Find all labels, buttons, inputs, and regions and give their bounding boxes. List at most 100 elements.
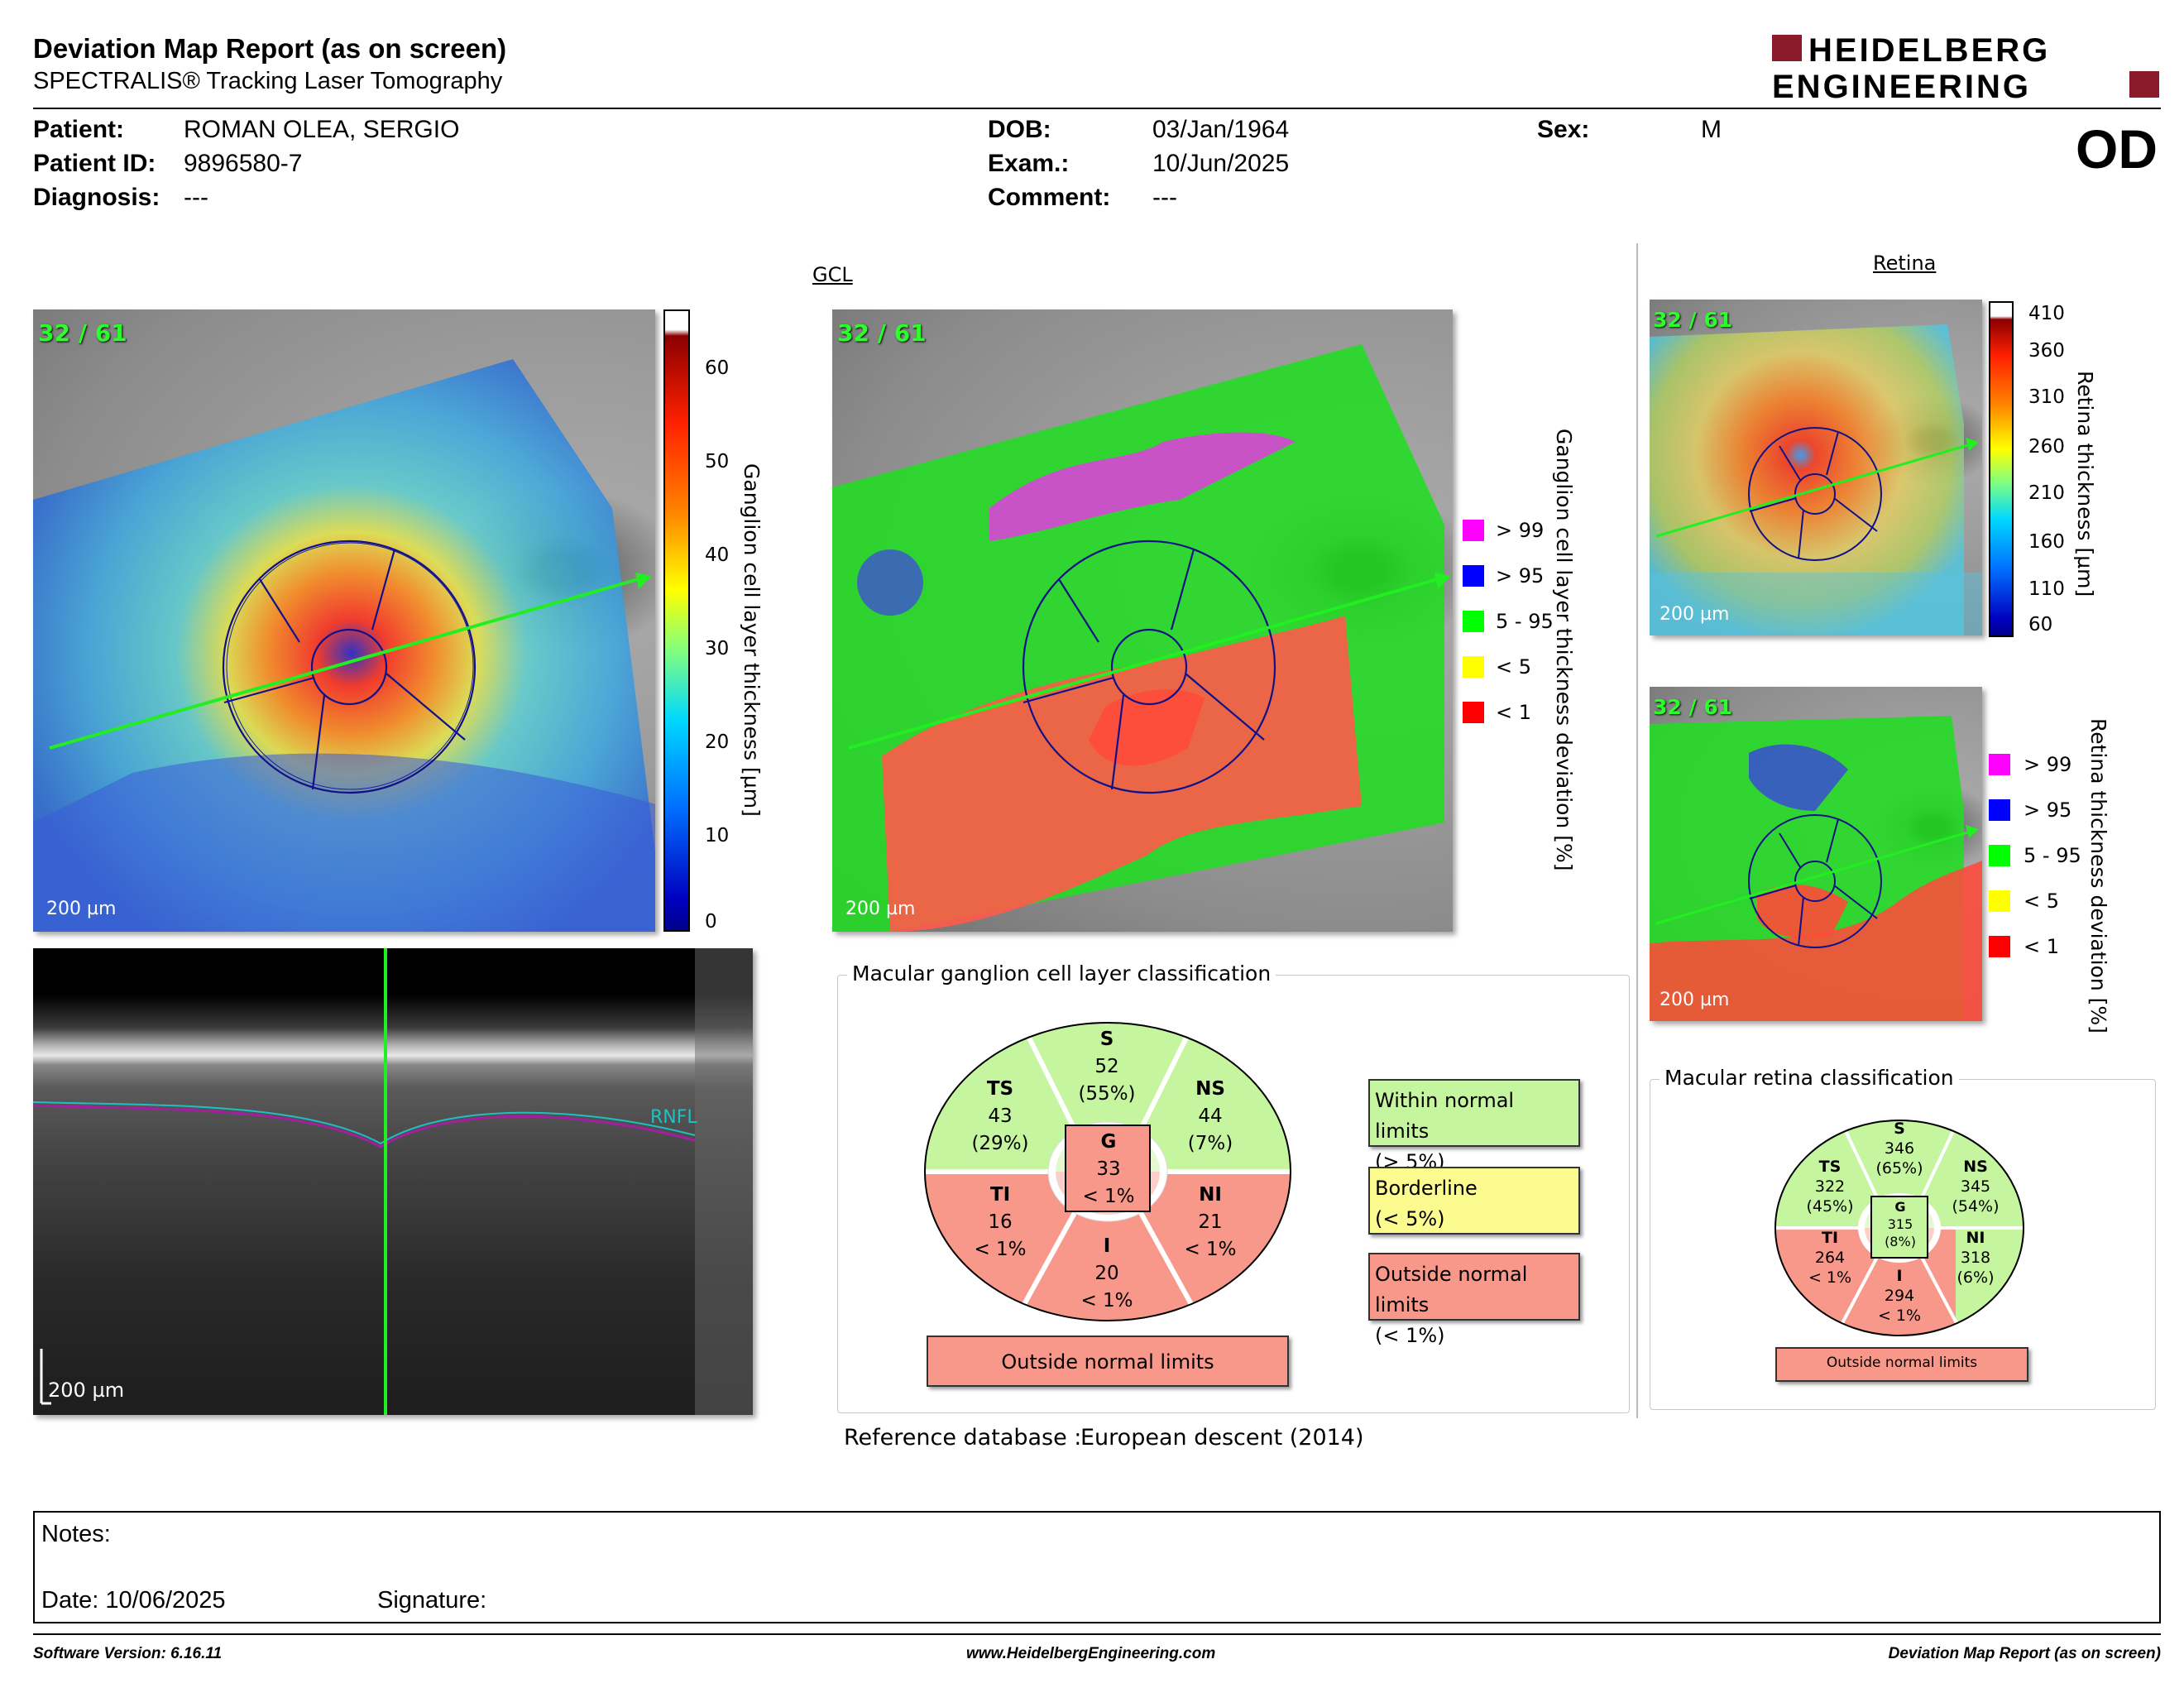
gcl-classification-title: Macular ganglion cell layer classificati… <box>847 961 1276 985</box>
retina-tick: 360 <box>2028 340 2065 362</box>
retina-deviation-label: Retina thickness deviation [%] <box>2086 718 2110 1033</box>
retina-legend-swatch <box>1989 754 2010 775</box>
svg-text:HEIDELBERG: HEIDELBERG <box>1808 32 2050 69</box>
notes-label: Notes: <box>41 1521 111 1547</box>
gcl-sector-ns: NS 44 (7%) <box>1187 1078 1233 1154</box>
retina-tick: 260 <box>2028 436 2065 458</box>
oct-bscan: RNFL 200 µm <box>33 948 753 1415</box>
retina-legend-label: 5 - 95 <box>2024 844 2081 867</box>
gcl-legend-swatch <box>1463 702 1484 723</box>
gcl-sector-ts: TS 43 (29%) <box>971 1078 1029 1154</box>
retina-sector-chart <box>1774 1120 2024 1336</box>
gcl-deviation-map: 32 / 61 200 µm <box>832 309 1453 932</box>
gcl-sector-s: S 52 (55%) <box>1078 1029 1136 1105</box>
gcl-legend-swatch <box>1463 656 1484 678</box>
gcl-frame-counter: 32 / 61 <box>38 319 127 347</box>
gcl-legend-swatch <box>1463 565 1484 587</box>
gcl-legend-label: < 1 <box>1496 701 1532 724</box>
exam-date: 10/Jun/2025 <box>1152 150 1290 177</box>
gcl-sector-g: G 33 < 1% <box>1082 1131 1135 1207</box>
gcl-legend-label: 5 - 95 <box>1496 610 1554 633</box>
reference-label: Reference database : <box>844 1425 1082 1451</box>
retina-thickness-map: 32 / 61 200 µm <box>1650 300 1982 635</box>
gcl-tick: 30 <box>705 638 730 659</box>
report-title: Deviation Map Report (as on screen) <box>33 33 507 64</box>
svg-text:ENGINEERING: ENGINEERING <box>1772 69 2031 103</box>
retina-tick: 160 <box>2028 531 2065 553</box>
gcl-legend-swatch <box>1463 611 1484 632</box>
retina-tick: 410 <box>2028 303 2065 324</box>
key-borderline: Borderline (< 5%) <box>1368 1167 1580 1235</box>
retina-thickness-colorbar <box>1989 301 2014 637</box>
software-version: Software Version: 6.16.11 <box>33 1645 223 1662</box>
sex: M <box>1701 116 1722 143</box>
retina-thickness-label: Retina thickness [µm] <box>2073 371 2097 597</box>
key-within-normal: Within normal limits (> 5%) <box>1368 1079 1580 1173</box>
retina-frame-counter: 32 / 61 <box>1653 308 1733 332</box>
retina-legend-swatch <box>1989 845 2010 866</box>
notes-signature: Signature: <box>377 1587 487 1614</box>
retina-legend-swatch <box>1989 799 2010 821</box>
gcl-dev-frame-counter: 32 / 61 <box>837 319 927 347</box>
eye-od: OD <box>2076 118 2158 180</box>
rnfl-label: RNFL <box>650 1107 697 1128</box>
retina-scale-bar: 200 µm <box>1660 604 1730 625</box>
gcl-legend-label: < 5 <box>1496 655 1532 679</box>
exam-label: Exam.: <box>988 150 1070 177</box>
gcl-sector-ni: NI 21 < 1% <box>1184 1184 1237 1260</box>
retina-legend-label: < 1 <box>2024 935 2060 958</box>
retina-tick: 60 <box>2028 614 2053 635</box>
gcl-tick: 20 <box>705 731 730 753</box>
retina-legend-label: < 5 <box>2024 890 2060 913</box>
retina-sector-ts: TS 322 (45%) <box>1806 1158 1854 1216</box>
patient-name: ROMAN OLEA, SERGIO <box>184 116 460 143</box>
gcl-deviation-label: Ganglion cell layer thickness deviation … <box>1552 429 1576 871</box>
gcl-sector-ti: TI 16 < 1% <box>974 1184 1027 1260</box>
footer-report-name: Deviation Map Report (as on screen) <box>1888 1645 2161 1662</box>
diagnosis: --- <box>184 184 208 211</box>
oct-scale-bar: 200 µm <box>48 1379 125 1402</box>
dob-label: DOB: <box>988 116 1051 143</box>
retina-legend-label: > 95 <box>2024 798 2072 822</box>
gcl-sector-i: I 20 < 1% <box>1080 1235 1133 1312</box>
gcl-thickness-map: 32 / 61 200 µm <box>33 309 655 932</box>
retina-sector-i: I 294 < 1% <box>1877 1267 1922 1325</box>
gcl-legend-swatch <box>1463 520 1484 541</box>
sex-label: Sex: <box>1537 116 1590 143</box>
gcl-heading: GCL <box>812 263 853 286</box>
retina-sector-ni: NI 318 (6%) <box>1956 1229 1995 1287</box>
gcl-scale-bar: 200 µm <box>46 899 117 919</box>
retina-dev-frame-counter: 32 / 61 <box>1653 695 1733 719</box>
dob: 03/Jan/1964 <box>1152 116 1290 143</box>
patient-label: Patient: <box>33 116 125 143</box>
retina-legend-label: > 99 <box>2024 753 2072 776</box>
gcl-sector-chart <box>924 1022 1291 1321</box>
retina-deviation-map: 32 / 61 200 µm <box>1650 687 1982 1021</box>
gcl-classification-result: Outside normal limits <box>927 1336 1289 1387</box>
reference-value: European descent (2014) <box>1080 1425 1364 1451</box>
retina-sector-s: S 346 (65%) <box>1875 1120 1923 1177</box>
diagnosis-label: Diagnosis: <box>33 184 160 211</box>
section-divider <box>1636 243 1638 1418</box>
comment-label: Comment: <box>988 184 1111 211</box>
gcl-thickness-label: Ganglion cell layer thickness [µm] <box>740 463 764 817</box>
retina-legend-swatch <box>1989 936 2010 957</box>
report-subtitle: SPECTRALIS® Tracking Laser Tomography <box>33 68 503 94</box>
gcl-tick: 10 <box>705 825 730 846</box>
retina-tick: 310 <box>2028 386 2065 408</box>
retina-tick: 110 <box>2028 578 2065 600</box>
retina-legend-swatch <box>1989 890 2010 912</box>
key-outside-normal: Outside normal limits (< 1%) <box>1368 1253 1580 1347</box>
patient-id-label: Patient ID: <box>33 150 156 177</box>
retina-dev-scale-bar: 200 µm <box>1660 990 1730 1010</box>
gcl-tick: 0 <box>705 911 717 933</box>
retina-tick: 210 <box>2028 482 2065 504</box>
comment: --- <box>1152 184 1177 211</box>
gcl-legend-label: > 95 <box>1496 564 1545 587</box>
retina-classification-result: Outside normal limits <box>1775 1347 2028 1382</box>
gcl-tick: 50 <box>705 451 730 472</box>
website-link[interactable]: www.HeidelbergEngineering.com <box>966 1645 1216 1662</box>
retina-heading: Retina <box>1873 252 1937 275</box>
heidelberg-logo: HEIDELBERG ENGINEERING <box>1772 32 2159 103</box>
gcl-legend-label: > 99 <box>1496 519 1545 542</box>
